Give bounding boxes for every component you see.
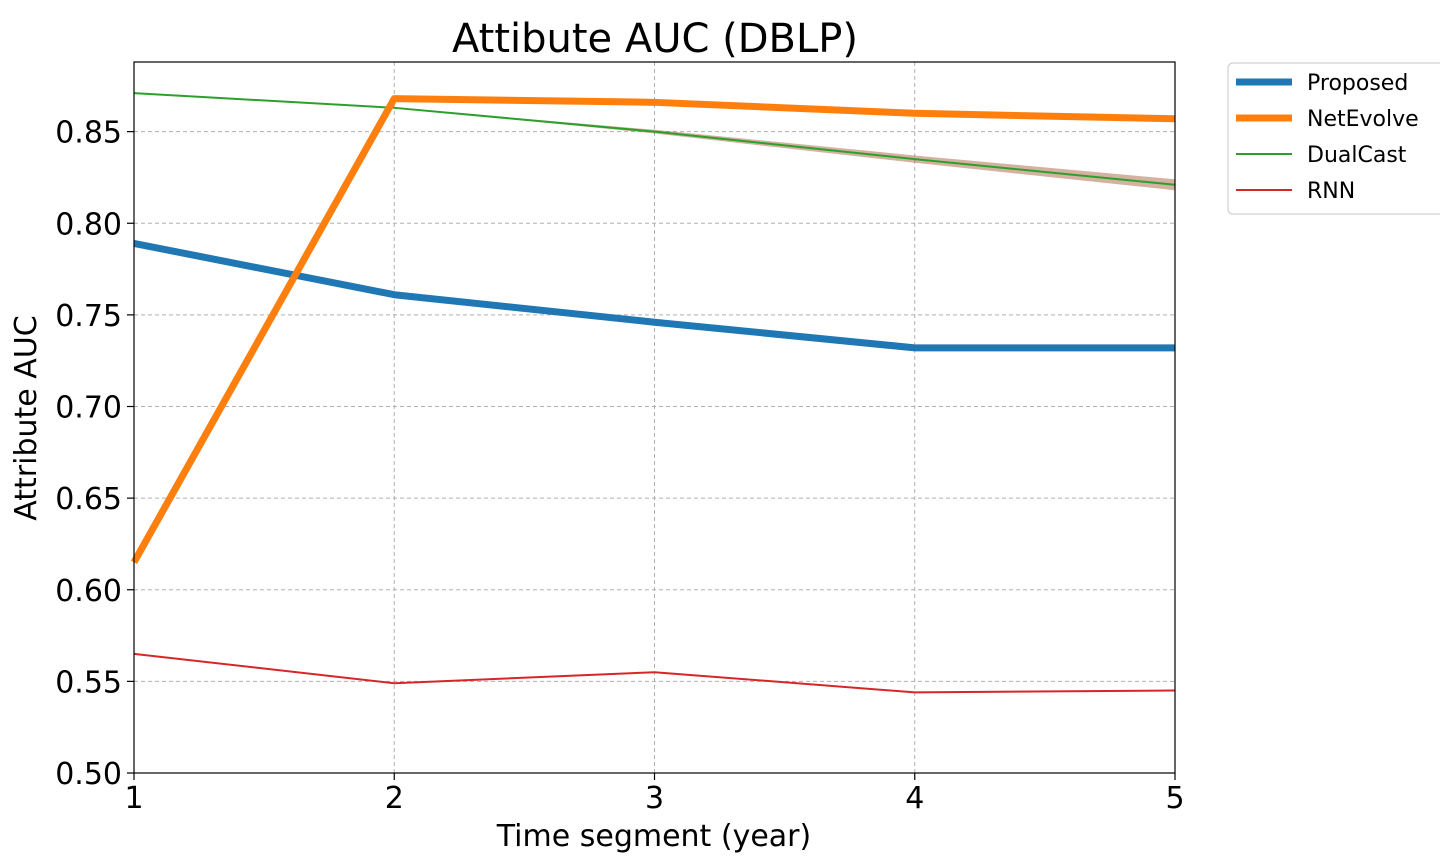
x-tick-label: 2 (385, 781, 404, 816)
series-layer (130, 92, 1176, 694)
y-axis-label: Attribute AUC (9, 315, 44, 520)
y-tick-label: 0.50 (55, 757, 122, 792)
series-line-proposed (133, 239, 1175, 352)
y-tick-label: 0.60 (55, 574, 122, 609)
series-line-dualcast (133, 92, 1176, 186)
y-tick-label: 0.85 (55, 116, 122, 151)
x-tick-label: 4 (905, 781, 924, 816)
y-tick-label: 0.75 (55, 299, 122, 334)
legend-label-dualcast: DualCast (1307, 143, 1407, 168)
y-tick-label: 0.55 (55, 665, 122, 700)
legend: Proposed NetEvolve DualCast RNN (1227, 62, 1440, 215)
y-tick-label: 0.65 (55, 482, 122, 517)
y-axis: 0.50 0.55 0.60 0.65 0.70 0.75 0.80 0.85 (55, 116, 134, 792)
series-line-rnn (133, 652, 1176, 694)
chart-title: Attibute AUC (DBLP) (452, 16, 858, 62)
legend-label-proposed: Proposed (1307, 71, 1408, 96)
y-tick-label: 0.80 (55, 207, 122, 242)
x-axis: 1 2 3 4 5 (124, 773, 1185, 816)
x-axis-label: Time segment (year) (496, 819, 811, 854)
x-tick-label: 5 (1165, 781, 1184, 816)
legend-label-netevolve: NetEvolve (1307, 107, 1419, 132)
legend-box (1227, 62, 1440, 215)
y-tick-label: 0.70 (55, 391, 122, 426)
legend-label-rnn: RNN (1307, 179, 1355, 204)
x-tick-label: 3 (645, 781, 664, 816)
x-tick-label: 1 (124, 781, 143, 816)
series-line-netevolve (130, 95, 1176, 564)
